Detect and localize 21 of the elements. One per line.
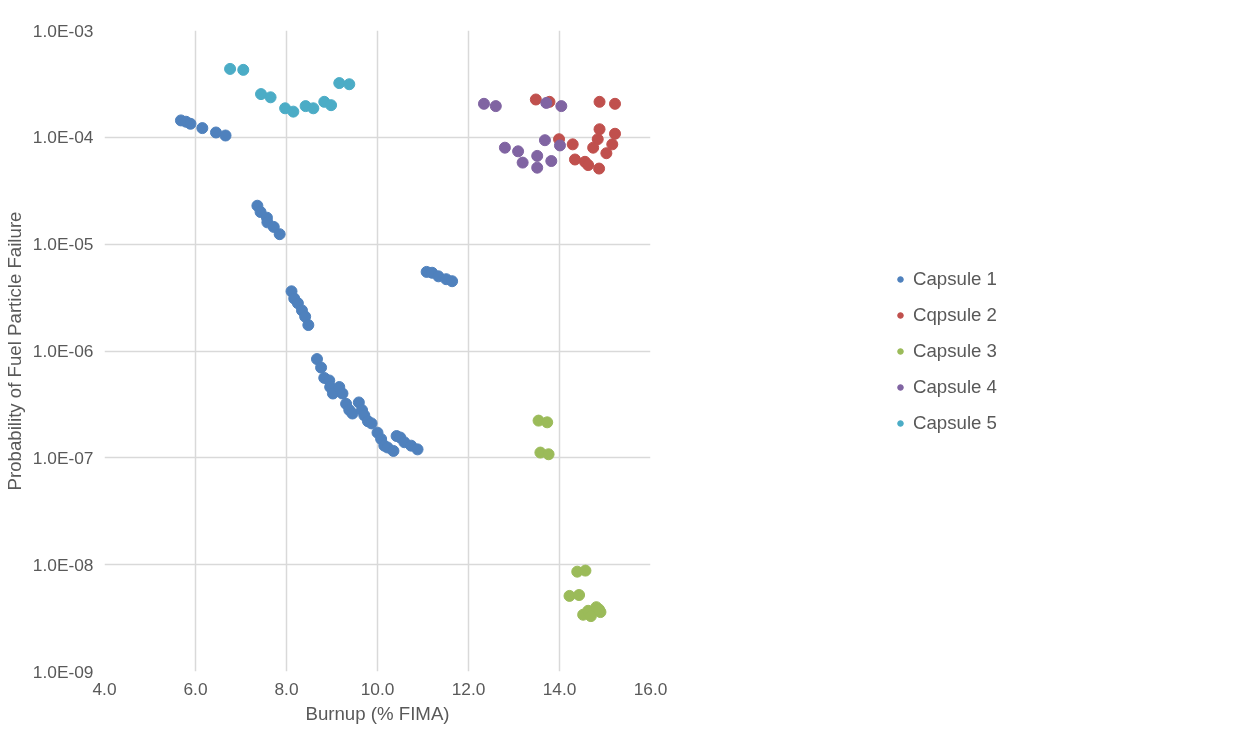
legend-label: Capsule 5 xyxy=(912,411,998,434)
y-tick-label: 1.0E-03 xyxy=(32,20,94,41)
y-tick-label: 1.0E-09 xyxy=(32,661,94,682)
y-tick-label: 1.0E-04 xyxy=(32,127,94,148)
y-axis-title: Probability of Fuel Particle Failure xyxy=(3,211,25,491)
x-tick-label: 12.0 xyxy=(451,678,486,699)
y-tick-label: 1.0E-07 xyxy=(32,447,94,468)
x-tick-label: 10.0 xyxy=(360,678,395,699)
y-tick-label: 1.0E-08 xyxy=(32,554,94,575)
x-tick-label: 14.0 xyxy=(542,678,577,699)
legend-label: Capsule 1 xyxy=(912,267,998,290)
x-tick-label: 4.0 xyxy=(92,678,117,699)
legend-label: Capsule 3 xyxy=(912,339,998,362)
x-tick-label: 6.0 xyxy=(183,678,208,699)
x-axis-title: Burnup (% FIMA) xyxy=(305,702,450,724)
y-tick-label: 1.0E-05 xyxy=(32,234,94,255)
x-tick-label: 8.0 xyxy=(274,678,299,699)
legend-label: Capsule 4 xyxy=(912,375,998,398)
x-tick-label: 16.0 xyxy=(633,678,668,699)
legend-label: Cqpsule 2 xyxy=(912,303,998,326)
y-tick-label: 1.0E-06 xyxy=(32,341,94,361)
